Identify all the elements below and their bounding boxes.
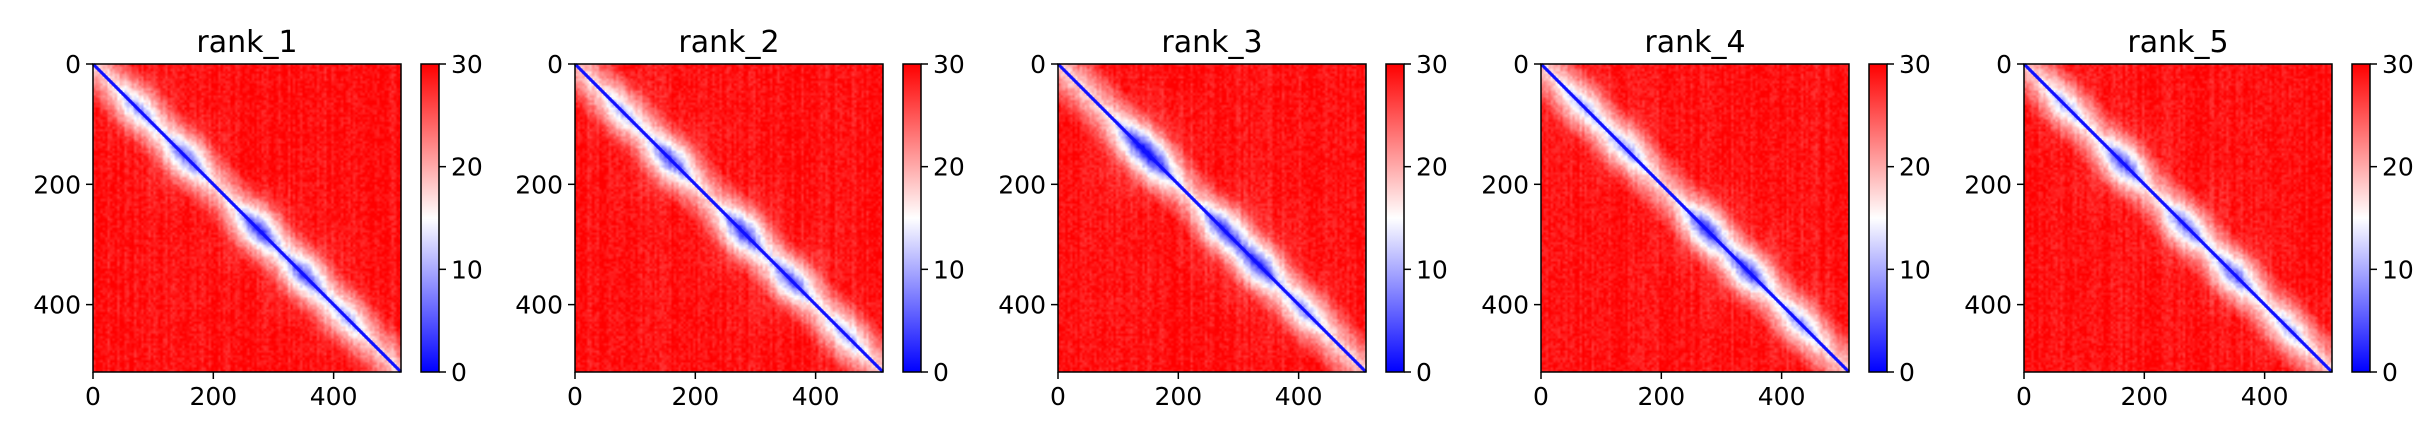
diagonal-line <box>91 62 403 374</box>
colorbar-tick-label: 20 <box>1416 153 1448 182</box>
y-tick-label: 400 <box>1964 291 2012 320</box>
colorbar-tick-label: 10 <box>451 255 483 284</box>
colorbar-tick-label: 20 <box>1899 153 1931 182</box>
y-tick-label: 0 <box>1030 50 1046 79</box>
colorbar <box>1868 63 1888 373</box>
colorbar-tick-label: 30 <box>1416 50 1448 79</box>
y-tick-label: 400 <box>515 291 563 320</box>
colorbar-tick-label: 10 <box>1899 255 1931 284</box>
heatmap-panel-2: rank_2 0 0 200 200 400 400 0 10 20 30 <box>515 25 965 411</box>
x-tick-label: 0 <box>567 382 583 411</box>
heatmap-panel-3: rank_3 0 0 200 200 400 400 0 10 20 30 <box>998 25 1448 411</box>
plot-frame <box>1057 63 1367 373</box>
x-tick-label: 400 <box>2241 382 2289 411</box>
panel-title: rank_4 <box>1644 25 1745 60</box>
panel-title: rank_5 <box>2127 25 2228 60</box>
x-tick-label: 400 <box>310 382 358 411</box>
x-tick-label: 0 <box>1533 382 1549 411</box>
y-tick-label: 200 <box>515 170 563 199</box>
colorbar-tick-label: 10 <box>1416 255 1448 284</box>
y-tick-label: 0 <box>1996 50 2012 79</box>
colorbar <box>902 63 922 373</box>
colorbar <box>420 63 440 373</box>
x-tick-label: 0 <box>85 382 101 411</box>
colorbar-tick-label: 20 <box>933 153 965 182</box>
heatmap-panel-1: rank_1 0 0 200 200 400 400 0 10 20 30 <box>33 25 483 411</box>
panel-title: rank_1 <box>196 25 297 60</box>
x-tick-label: 200 <box>671 382 719 411</box>
y-tick-label: 400 <box>33 291 81 320</box>
y-tick-label: 200 <box>1481 170 1529 199</box>
diagonal-line <box>1539 62 1851 374</box>
x-tick-label: 200 <box>189 382 237 411</box>
diagonal-line <box>573 62 885 374</box>
colorbar-tick-label: 0 <box>1899 358 1915 387</box>
colorbar <box>2351 63 2371 373</box>
y-tick-label: 200 <box>998 170 1046 199</box>
y-tick-label: 0 <box>547 50 563 79</box>
colorbar-tick-label: 30 <box>933 50 965 79</box>
heatmap-panel-4: rank_4 0 0 200 200 400 400 0 10 20 30 <box>1481 25 1931 411</box>
y-tick-label: 400 <box>998 291 1046 320</box>
colorbar-tick-label: 20 <box>2382 153 2414 182</box>
colorbar-tick-label: 30 <box>2382 50 2414 79</box>
x-tick-label: 0 <box>2016 382 2032 411</box>
plot-frame <box>1540 63 1850 373</box>
x-tick-label: 400 <box>1758 382 1806 411</box>
colorbar-tick-label: 10 <box>933 255 965 284</box>
colorbar-tick-label: 0 <box>2382 358 2398 387</box>
x-tick-label: 400 <box>1275 382 1323 411</box>
x-tick-label: 200 <box>1637 382 1685 411</box>
y-tick-label: 0 <box>1513 50 1529 79</box>
y-tick-label: 200 <box>1964 170 2012 199</box>
x-tick-label: 400 <box>792 382 840 411</box>
plot-frame <box>574 63 884 373</box>
heatmap-panel-5: rank_5 0 0 200 200 400 400 0 10 20 30 <box>1964 25 2414 411</box>
diagonal-line <box>2022 62 2334 374</box>
colorbar-tick-label: 20 <box>451 153 483 182</box>
plot-frame <box>2023 63 2333 373</box>
y-tick-label: 0 <box>65 50 81 79</box>
colorbar-tick-label: 0 <box>1416 358 1432 387</box>
x-tick-label: 200 <box>1154 382 1202 411</box>
panel-title: rank_3 <box>1161 25 1262 60</box>
panel-title: rank_2 <box>678 25 779 60</box>
colorbar-tick-label: 30 <box>451 50 483 79</box>
colorbar-tick-label: 0 <box>933 358 949 387</box>
colorbar-tick-label: 10 <box>2382 255 2414 284</box>
colorbar-tick-label: 30 <box>1899 50 1931 79</box>
plot-frame <box>92 63 402 373</box>
colorbar <box>1385 63 1405 373</box>
y-tick-label: 200 <box>33 170 81 199</box>
y-tick-label: 400 <box>1481 291 1529 320</box>
x-tick-label: 0 <box>1050 382 1066 411</box>
diagonal-line <box>1056 62 1368 374</box>
colorbar-tick-label: 0 <box>451 358 467 387</box>
x-tick-label: 200 <box>2120 382 2168 411</box>
